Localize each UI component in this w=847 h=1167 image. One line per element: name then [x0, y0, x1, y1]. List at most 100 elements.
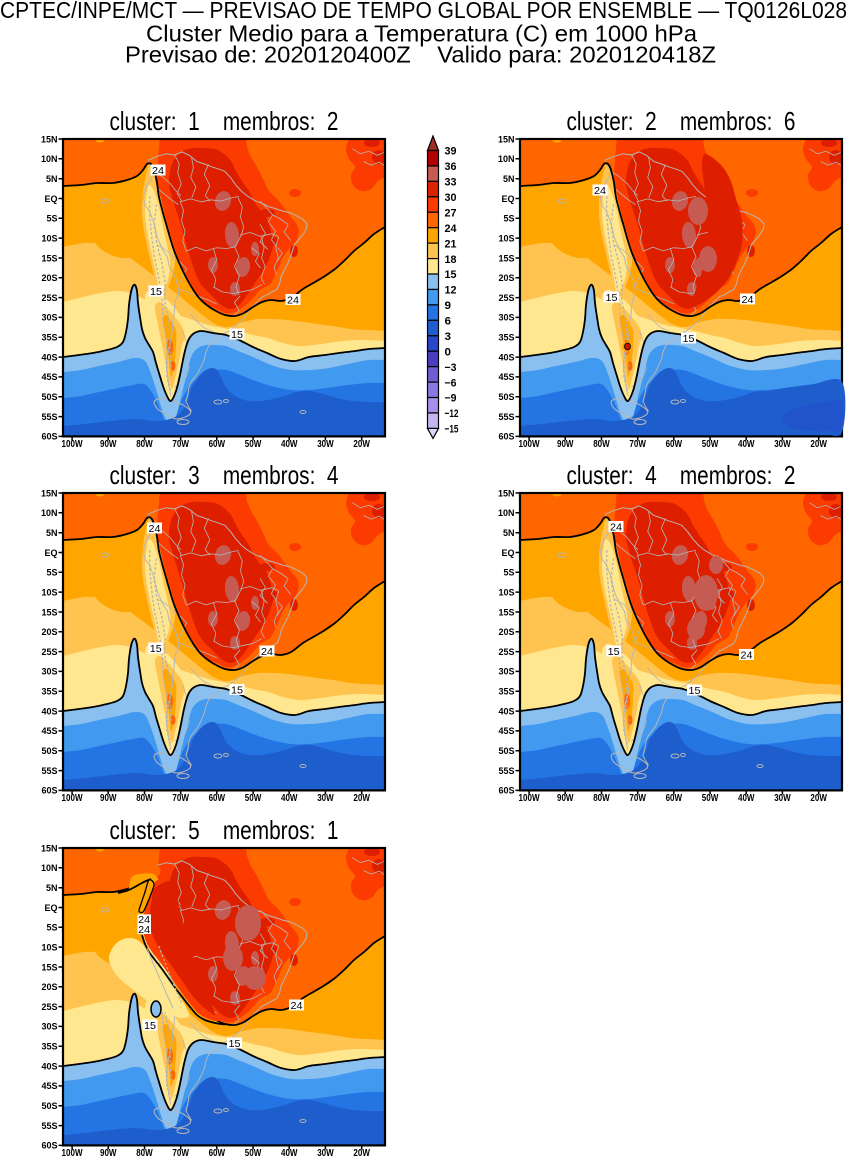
svg-text:20W: 20W: [810, 793, 827, 804]
svg-text:EQ: EQ: [501, 194, 514, 204]
svg-text:15N: 15N: [40, 488, 57, 498]
svg-text:CPTEC/INPE/MCT — PREVISAO DE T: CPTEC/INPE/MCT — PREVISAO DE TEMPO GLOBA…: [0, 0, 847, 23]
svg-text:70W: 70W: [172, 793, 189, 804]
svg-text:15N: 15N: [40, 843, 57, 853]
svg-text:10S: 10S: [498, 234, 514, 244]
svg-text:20W: 20W: [353, 793, 370, 804]
svg-text:20S: 20S: [41, 982, 57, 992]
svg-text:25S: 25S: [498, 293, 514, 303]
svg-text:25S: 25S: [41, 293, 57, 303]
svg-text:35S: 35S: [41, 687, 57, 697]
svg-text:15S: 15S: [498, 253, 514, 263]
svg-text:24: 24: [445, 223, 458, 235]
svg-text:50S: 50S: [498, 392, 514, 402]
svg-text:100W: 100W: [61, 793, 82, 804]
svg-text:5S: 5S: [46, 922, 57, 932]
svg-text:30S: 30S: [41, 313, 57, 323]
svg-text:5N: 5N: [502, 528, 514, 538]
svg-text:40W: 40W: [281, 1148, 298, 1159]
svg-text:60W: 60W: [665, 793, 682, 804]
svg-text:15S: 15S: [41, 962, 57, 972]
svg-text:EQ: EQ: [44, 903, 57, 913]
svg-text:70W: 70W: [629, 793, 646, 804]
svg-text:15N: 15N: [497, 488, 514, 498]
svg-text:10S: 10S: [41, 942, 57, 952]
svg-text:10S: 10S: [41, 587, 57, 597]
svg-text:33: 33: [445, 177, 457, 189]
svg-text:24: 24: [148, 523, 160, 535]
svg-text:20W: 20W: [353, 1148, 370, 1159]
svg-text:cluster: 1 membros: 2: cluster: 1 membros: 2: [109, 106, 338, 136]
svg-text:90W: 90W: [557, 439, 574, 450]
svg-text:5N: 5N: [45, 528, 57, 538]
svg-text:24: 24: [261, 646, 273, 658]
svg-text:60W: 60W: [208, 1148, 225, 1159]
svg-text:60W: 60W: [208, 439, 225, 450]
svg-text:50S: 50S: [498, 746, 514, 756]
svg-text:9: 9: [445, 300, 452, 312]
svg-text:15S: 15S: [41, 253, 57, 263]
svg-text:24: 24: [594, 185, 606, 197]
svg-text:100W: 100W: [518, 793, 539, 804]
svg-text:60W: 60W: [665, 439, 682, 450]
svg-text:cluster: 3 membros: 4: cluster: 3 membros: 4: [109, 460, 338, 490]
svg-text:60S: 60S: [498, 786, 514, 796]
svg-text:15: 15: [231, 684, 243, 696]
svg-text:10S: 10S: [41, 234, 57, 244]
svg-text:3: 3: [445, 331, 452, 343]
svg-text:10N: 10N: [40, 154, 57, 164]
svg-text:24: 24: [740, 649, 752, 661]
svg-text:10N: 10N: [40, 508, 57, 518]
svg-text:36: 36: [445, 161, 457, 173]
svg-text:70W: 70W: [629, 439, 646, 450]
svg-text:15: 15: [231, 329, 243, 341]
svg-text:15N: 15N: [40, 134, 57, 144]
svg-text:10N: 10N: [497, 154, 514, 164]
svg-text:21: 21: [445, 238, 457, 250]
svg-text:90W: 90W: [100, 793, 117, 804]
svg-text:80W: 80W: [136, 793, 153, 804]
svg-text:50W: 50W: [244, 439, 261, 450]
svg-text:50W: 50W: [701, 793, 718, 804]
svg-text:10N: 10N: [497, 508, 514, 518]
svg-text:90W: 90W: [557, 793, 574, 804]
svg-text:80W: 80W: [593, 439, 610, 450]
svg-text:15: 15: [688, 685, 700, 697]
svg-text:45S: 45S: [41, 726, 57, 736]
svg-text:60S: 60S: [41, 786, 57, 796]
svg-text:5S: 5S: [503, 214, 514, 224]
svg-text:24: 24: [138, 914, 150, 926]
svg-text:40W: 40W: [738, 793, 755, 804]
svg-text:45S: 45S: [41, 1081, 57, 1091]
svg-text:5N: 5N: [45, 883, 57, 893]
svg-text:100W: 100W: [61, 1148, 82, 1159]
svg-text:15: 15: [605, 292, 617, 304]
svg-text:50W: 50W: [701, 439, 718, 450]
svg-text:15: 15: [150, 286, 162, 298]
svg-text:35S: 35S: [41, 1041, 57, 1051]
svg-text:40W: 40W: [281, 793, 298, 804]
svg-text:cluster: 4 membros: 2: cluster: 4 membros: 2: [566, 460, 795, 490]
svg-text:−6: −6: [445, 377, 457, 389]
svg-text:cluster: 5 membros: 1: cluster: 5 membros: 1: [109, 815, 338, 845]
svg-text:60W: 60W: [208, 793, 225, 804]
svg-text:5S: 5S: [46, 568, 57, 578]
svg-text:60S: 60S: [41, 432, 57, 442]
svg-text:EQ: EQ: [44, 194, 57, 204]
svg-text:5N: 5N: [45, 174, 57, 184]
svg-text:39: 39: [445, 146, 457, 158]
svg-text:5S: 5S: [46, 214, 57, 224]
svg-text:30W: 30W: [317, 1148, 334, 1159]
svg-text:15: 15: [149, 643, 161, 655]
svg-text:35S: 35S: [498, 333, 514, 343]
svg-text:55S: 55S: [41, 1121, 57, 1131]
svg-text:−12: −12: [445, 408, 459, 420]
svg-text:5N: 5N: [502, 174, 514, 184]
svg-text:5S: 5S: [503, 568, 514, 578]
svg-text:50W: 50W: [244, 1148, 261, 1159]
svg-text:0: 0: [445, 346, 452, 358]
svg-text:55S: 55S: [498, 766, 514, 776]
svg-text:20S: 20S: [41, 273, 57, 283]
svg-text:25S: 25S: [498, 647, 514, 657]
svg-text:27: 27: [445, 207, 457, 219]
